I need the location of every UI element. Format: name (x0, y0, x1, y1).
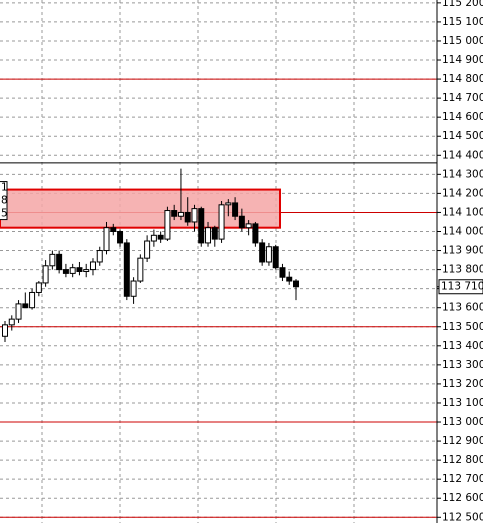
y-tick-label: 114 200 (442, 187, 483, 199)
candle-body (22, 303, 29, 309)
candle-body (184, 211, 191, 223)
candle-body (265, 246, 272, 263)
candle-body (272, 246, 279, 269)
zone-label: 1 (1, 182, 8, 194)
candle-body (83, 269, 90, 273)
y-tick-label: 113 800 (442, 264, 483, 276)
candle-body (49, 253, 56, 267)
candle-body (103, 227, 110, 252)
candle-body (96, 250, 103, 263)
candle-body (245, 223, 252, 229)
candle-body (89, 261, 96, 271)
y-tick-label: 112 700 (442, 473, 483, 485)
candle-body (2, 324, 8, 337)
candle-body (205, 227, 212, 244)
y-tick-label: 113 400 (442, 340, 483, 352)
y-tick-label: 114 400 (442, 149, 483, 161)
candle-body (117, 230, 124, 244)
y-tick-label: 112 600 (442, 492, 483, 504)
y-tick-label: 113 300 (442, 359, 483, 371)
candle-body (56, 253, 63, 271)
candle-body (42, 265, 49, 284)
candle-body (15, 303, 22, 320)
candle-body (211, 227, 218, 240)
y-tick-label: 115 200 (442, 0, 483, 9)
y-tick-label: 114 700 (442, 92, 483, 104)
candle-body (29, 291, 36, 309)
candle-body (69, 267, 76, 274)
candle-body (76, 267, 83, 273)
candle-body (177, 211, 184, 217)
y-tick-label: 115 100 (442, 16, 483, 28)
candle-body (123, 242, 130, 297)
y-tick-label: 112 800 (442, 454, 483, 466)
candle-body (232, 202, 239, 217)
y-tick-label: 112 500 (442, 511, 483, 523)
candle-body (252, 223, 259, 244)
candle-body (130, 280, 137, 297)
y-tick-label: 114 500 (442, 130, 483, 142)
candle-body (8, 318, 15, 326)
candle-body (191, 208, 198, 223)
y-tick-label: 113 200 (442, 378, 483, 390)
current-price-label: 113 710 (441, 281, 483, 293)
candle-body (279, 267, 286, 278)
zone-label: 5 (1, 208, 8, 220)
candle-body (150, 234, 157, 242)
y-tick-label: 113 900 (442, 245, 483, 257)
y-tick-label: 114 600 (442, 111, 483, 123)
zone-label-box (0, 181, 8, 221)
y-tick-label: 114 000 (442, 225, 483, 237)
y-tick-label: 115 000 (442, 35, 483, 47)
y-tick-label: 113 100 (442, 397, 483, 409)
candle-body (198, 208, 205, 244)
y-tick-label: 114 900 (442, 54, 483, 66)
y-tick-label: 114 100 (442, 206, 483, 218)
candle-body (225, 202, 232, 206)
candle-body (286, 276, 293, 282)
y-tick-label: 112 900 (442, 435, 483, 447)
candle-body (137, 257, 144, 282)
candle-body (110, 227, 117, 232)
candle-body (35, 282, 42, 293)
candle-body (293, 280, 299, 288)
candle-body (259, 242, 266, 263)
y-tick-label: 113 600 (442, 302, 483, 314)
candle-body (144, 240, 151, 259)
candle-body (218, 204, 225, 240)
candle-body (238, 215, 245, 229)
candle-body (62, 269, 69, 274)
candle-body (171, 210, 178, 217)
current-price-box (438, 279, 483, 295)
zone-label: 8 (1, 195, 8, 207)
y-tick-label: 113 000 (442, 416, 483, 428)
candle-body (157, 234, 164, 240)
y-tick-label: 114 800 (442, 73, 483, 85)
y-tick-label: 113 500 (442, 321, 483, 333)
candle-body (164, 210, 171, 240)
y-tick-label: 114 300 (442, 168, 483, 180)
